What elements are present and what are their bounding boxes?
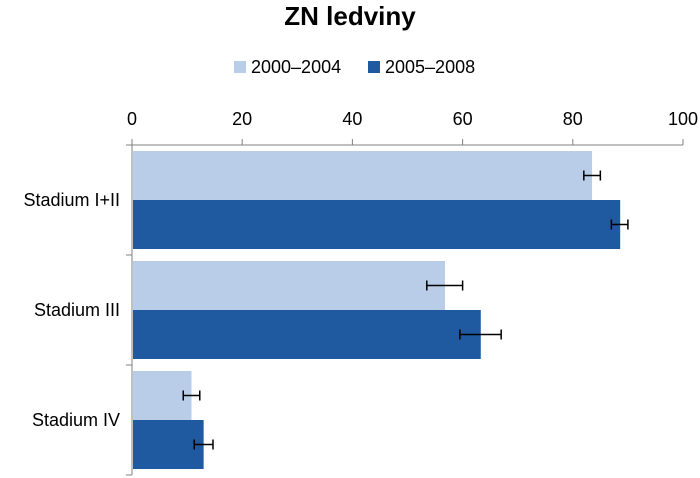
- legend-label-series-2: 2005–2008: [385, 57, 475, 77]
- bar-series-2-0: [133, 200, 621, 249]
- category-label: Stadium I+II: [23, 190, 120, 210]
- x-tick-label: 0: [127, 109, 137, 129]
- legend-swatch-series-1: [234, 61, 246, 73]
- x-tick-label: 60: [453, 109, 473, 129]
- category-label: Stadium IV: [32, 410, 120, 430]
- x-axis: 0 20 40 60 80 100: [127, 109, 698, 146]
- bar-series-1-2: [133, 371, 192, 420]
- bar-series-2-1: [133, 310, 481, 359]
- bar-series-1-0: [133, 151, 593, 200]
- bars: [133, 151, 621, 469]
- x-tick-label: 100: [668, 109, 698, 129]
- legend: 2000–2004 2005–2008: [234, 57, 475, 77]
- x-tick-label: 20: [232, 109, 252, 129]
- error-bars: [182, 170, 629, 450]
- x-tick-label: 80: [563, 109, 583, 129]
- legend-swatch-series-2: [368, 61, 380, 73]
- bar-series-1-1: [133, 261, 445, 310]
- legend-label-series-1: 2000–2004: [251, 57, 341, 77]
- category-label: Stadium III: [34, 300, 120, 320]
- x-tick-label: 40: [342, 109, 362, 129]
- y-axis: Stadium I+II Stadium III Stadium IV: [23, 144, 133, 476]
- bar-series-2-2: [133, 420, 204, 469]
- chart-title: ZN ledviny: [284, 1, 416, 31]
